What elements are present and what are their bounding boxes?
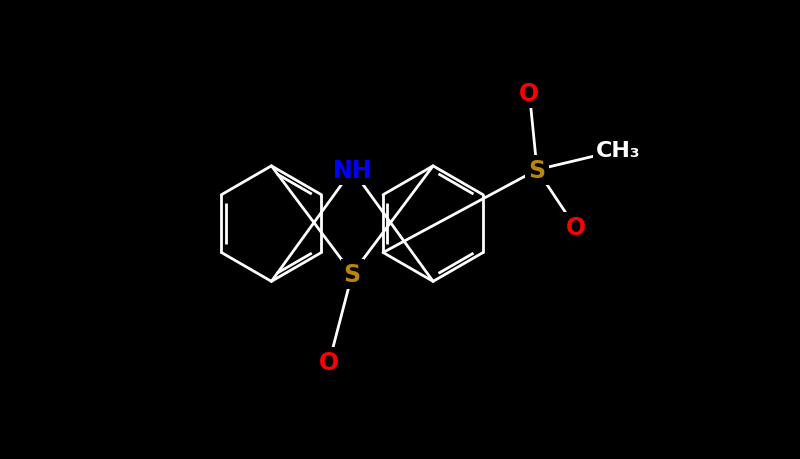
Text: S: S: [344, 262, 361, 286]
Text: S: S: [529, 158, 546, 182]
Text: O: O: [566, 216, 586, 240]
Text: O: O: [519, 82, 539, 106]
Text: O: O: [319, 350, 339, 375]
Text: CH₃: CH₃: [595, 141, 640, 161]
Text: NH: NH: [333, 158, 372, 182]
